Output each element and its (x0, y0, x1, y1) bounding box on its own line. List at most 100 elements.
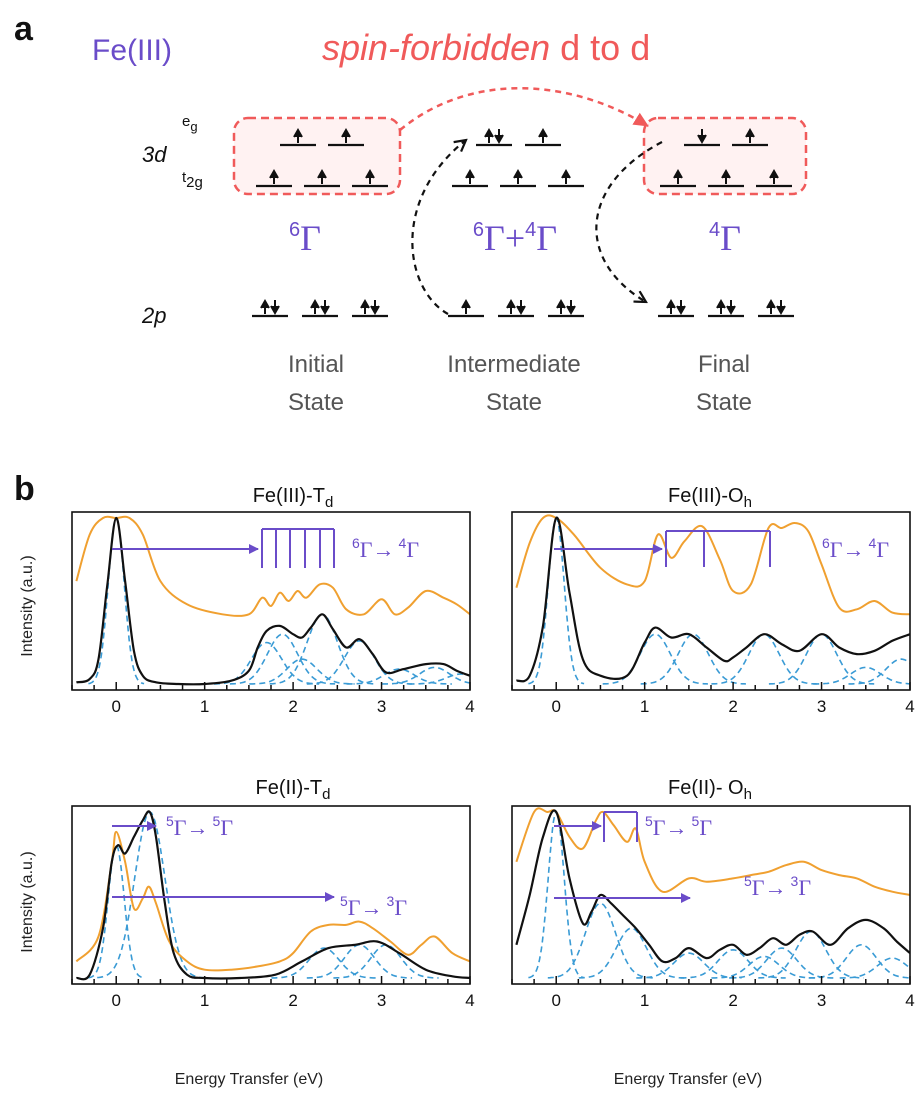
final-3d-box (642, 116, 808, 196)
plot4-title-main: Fe(II)- O (668, 777, 744, 799)
plot-4: 0 1 2 3 4 (511, 805, 915, 1010)
plot-2-xtick-label: 4 (905, 697, 914, 716)
plot-4-component-2 (578, 927, 685, 979)
plot-3-component-0 (88, 844, 145, 979)
ion-label: Fe(III) (92, 34, 172, 67)
plot-1-orange-curve (75, 515, 470, 617)
spectra-plots: 0 1 2 3 4 0 1 2 3 4 0 1 2 3 4 0 1 2 3 4 (71, 511, 915, 1010)
plot-1-component-6 (346, 668, 452, 685)
plot2-title-sub: h (744, 494, 752, 511)
intermediate-term-sup1: 6 (473, 219, 484, 241)
fin-2p3-spin-down-1 (776, 300, 786, 316)
plot4-t2-g1: Γ (752, 875, 765, 900)
plot2-trans-arrow: → (843, 537, 865, 562)
plot-3-xtick-label: 3 (377, 991, 386, 1010)
int-2p3-spin-down-1 (566, 300, 576, 316)
spin-forbidden-title: spin-forbidden d to d (322, 27, 650, 68)
init-t3-spin-up-0 (365, 168, 375, 184)
intermediate-term-plus: + (505, 218, 525, 258)
plot-2-component-6 (848, 658, 910, 685)
plot-1-component-3 (249, 658, 355, 685)
plot3-t2-arrow: → (361, 895, 383, 920)
eg-main: e (182, 113, 190, 130)
t2g-label: t2g (182, 169, 203, 191)
plot-2-black-curve (515, 516, 910, 683)
spin-forbidden-arrow (399, 87, 649, 131)
plot4-title-sub: h (744, 786, 752, 803)
panel-b-label: b (14, 470, 35, 508)
plot-1-xtick-label: 1 (200, 697, 209, 716)
plot-1-xtick-label: 3 (377, 697, 386, 716)
plot-4-component-6 (729, 947, 835, 979)
init-2p3-spin-down-1 (370, 300, 380, 316)
final-term-sup: 4 (709, 219, 720, 241)
intermediate-state-line2: State (486, 389, 542, 416)
plot1-title-sub: d (325, 494, 333, 511)
plot1-title: Fe(III)-Td (253, 485, 334, 511)
plot1-transition-label: 6Γ→ 4Γ (352, 535, 419, 562)
plot3-ylabel: Intensity (a.u.) (19, 851, 36, 952)
plot-3-orange-curve (75, 830, 470, 972)
plot-4-xtick-label: 4 (905, 991, 914, 1010)
intermediate-term: 6Γ+4Γ (473, 218, 557, 258)
final-term: 4Γ (709, 218, 741, 258)
plot4-xlabel: Energy Transfer (eV) (614, 1071, 763, 1088)
plot-4-component-3 (636, 952, 742, 979)
initial-3d-box (232, 116, 402, 196)
plot-3-xtick-label: 0 (111, 991, 120, 1010)
int-2p3-spin-up-0 (556, 298, 566, 314)
plot-2-xtick-label: 1 (640, 697, 649, 716)
initial-term: 6Γ (289, 218, 321, 258)
plot-2-component-5 (813, 666, 910, 685)
fin-2p1-spin-down-1 (676, 300, 686, 316)
fin-2p2-spin-down-1 (726, 300, 736, 316)
plot1-trans-sup1: 6 (352, 535, 360, 551)
fin-eg2-spin-up-0 (745, 127, 755, 143)
plot3-t1-arrow: → (187, 815, 209, 840)
intermediate-term-gamma2: Γ (536, 218, 557, 258)
absorption-arrow (411, 140, 466, 315)
plot1-title-main: Fe(III)-T (253, 485, 325, 507)
int-eg2-spin-up-0 (538, 127, 548, 143)
fin-2p2-spin-up-0 (716, 298, 726, 314)
final-state-line1: Final (698, 351, 750, 378)
plot-4-xtick-label: 1 (640, 991, 649, 1010)
final-state-line2: State (696, 389, 752, 416)
int-t1-spin-up-0 (465, 168, 475, 184)
fin-2p3-spin-up-0 (766, 298, 776, 314)
plot4-transition-label-2: 5Γ→ 3Γ (744, 873, 811, 900)
plot-2-component-4 (768, 633, 875, 685)
plot2-title-main: Fe(III)-O (668, 485, 744, 507)
plot-3-component-2 (271, 947, 377, 979)
plot-2-xtick-label: 2 (728, 697, 737, 716)
plot4-t1-arrow: → (666, 815, 688, 840)
plot3-transition-label-1: 5Γ→ 5Γ (166, 813, 233, 840)
spin-forbidden-rest: d to d (550, 27, 650, 68)
plot3-t1-g2: Γ (220, 815, 233, 840)
plot4-t1-g2: Γ (699, 815, 712, 840)
plot-2-component-1 (602, 633, 708, 685)
plot-4-component-0 (528, 810, 585, 979)
plot-1-component-1 (214, 641, 320, 685)
initial-state-line1: Initial (288, 351, 344, 378)
plot-1-xtick-label: 2 (288, 697, 297, 716)
plot-2-area (515, 514, 910, 685)
intermediate-term-gamma1: Γ (484, 218, 505, 258)
init-2p2-spin-down-1 (320, 300, 330, 316)
plot1-trans-g2: Γ (406, 537, 419, 562)
plot2-transition-label: 6Γ→ 4Γ (822, 535, 889, 562)
plot-4-component-9 (839, 957, 910, 979)
plot3-t2-sup1: 5 (340, 893, 348, 909)
plot2-title: Fe(III)-Oh (668, 485, 752, 511)
plot-1-component-8 (408, 673, 470, 685)
plot3-transition-label-2: 5Γ→ 3Γ (340, 893, 407, 920)
plot-1: 0 1 2 3 4 (71, 511, 475, 716)
plot3-title: Fe(II)-Td (256, 777, 331, 803)
plot-4-black-curve (515, 809, 910, 964)
plot-2-xtick-label: 0 (551, 697, 560, 716)
init-t2-spin-up-0 (317, 168, 327, 184)
plot-2-xtick-label: 3 (817, 697, 826, 716)
fin-t3-spin-up-0 (769, 168, 779, 184)
plot-1-component-5 (306, 639, 413, 685)
plot-4-area (515, 807, 910, 979)
